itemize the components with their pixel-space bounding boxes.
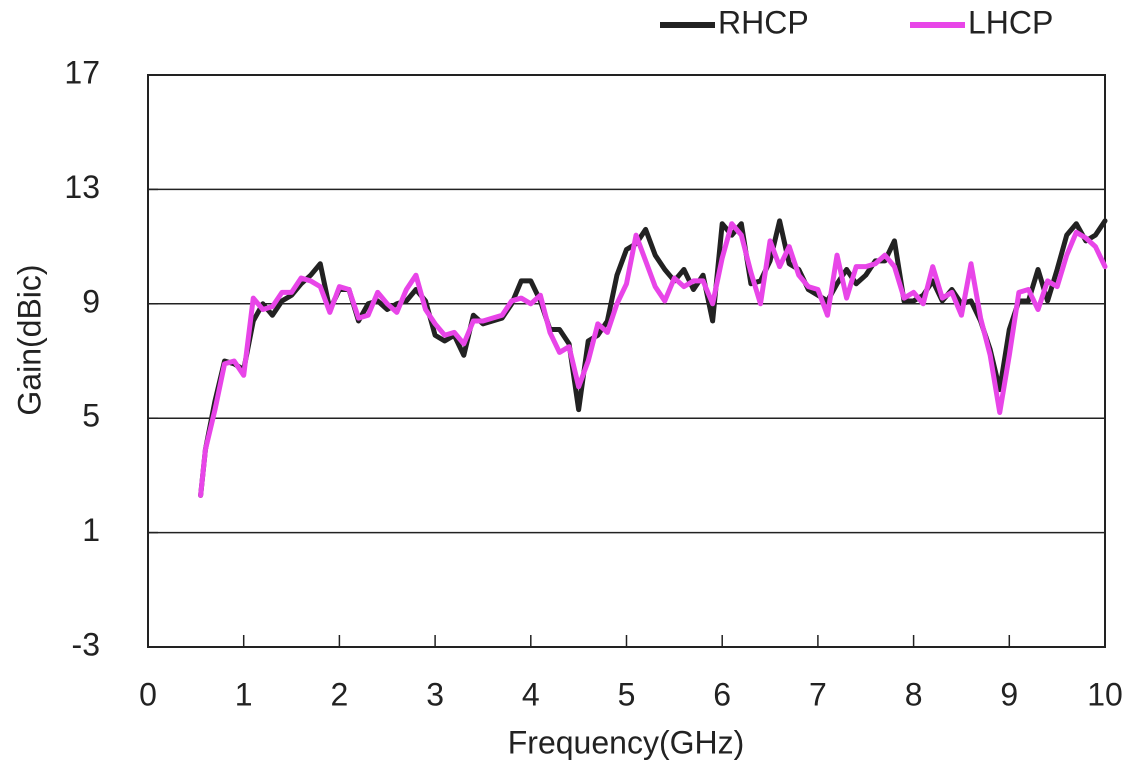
x-tick-label: 5 [618, 676, 636, 712]
y-tick-label: 13 [64, 169, 100, 205]
plot-frame [147, 74, 1106, 648]
legend-label: LHCP [968, 4, 1053, 40]
y-axis-label: Gain(dBic) [11, 264, 47, 415]
x-tick-label: 0 [139, 676, 157, 712]
x-tick-label: 9 [1000, 676, 1018, 712]
y-tick-label: 1 [82, 512, 100, 548]
y-tick-label: 9 [82, 283, 100, 319]
y-tick-label: 5 [82, 398, 100, 434]
legend-label: RHCP [718, 4, 809, 40]
x-axis-label: Frequency(GHz) [508, 724, 745, 760]
x-tick-label: 6 [713, 676, 731, 712]
y-tick-label: -3 [72, 626, 100, 662]
x-tick-label: 3 [426, 676, 444, 712]
series-line [198, 221, 1108, 498]
x-tick-label: 4 [522, 676, 540, 712]
x-tick-label: 7 [809, 676, 827, 712]
x-tick-label: 8 [905, 676, 923, 712]
y-tick-label: 17 [64, 54, 100, 90]
x-tick-label: 2 [331, 676, 349, 712]
x-tick-label: 1 [235, 676, 253, 712]
x-tick-label: 10 [1087, 676, 1123, 712]
